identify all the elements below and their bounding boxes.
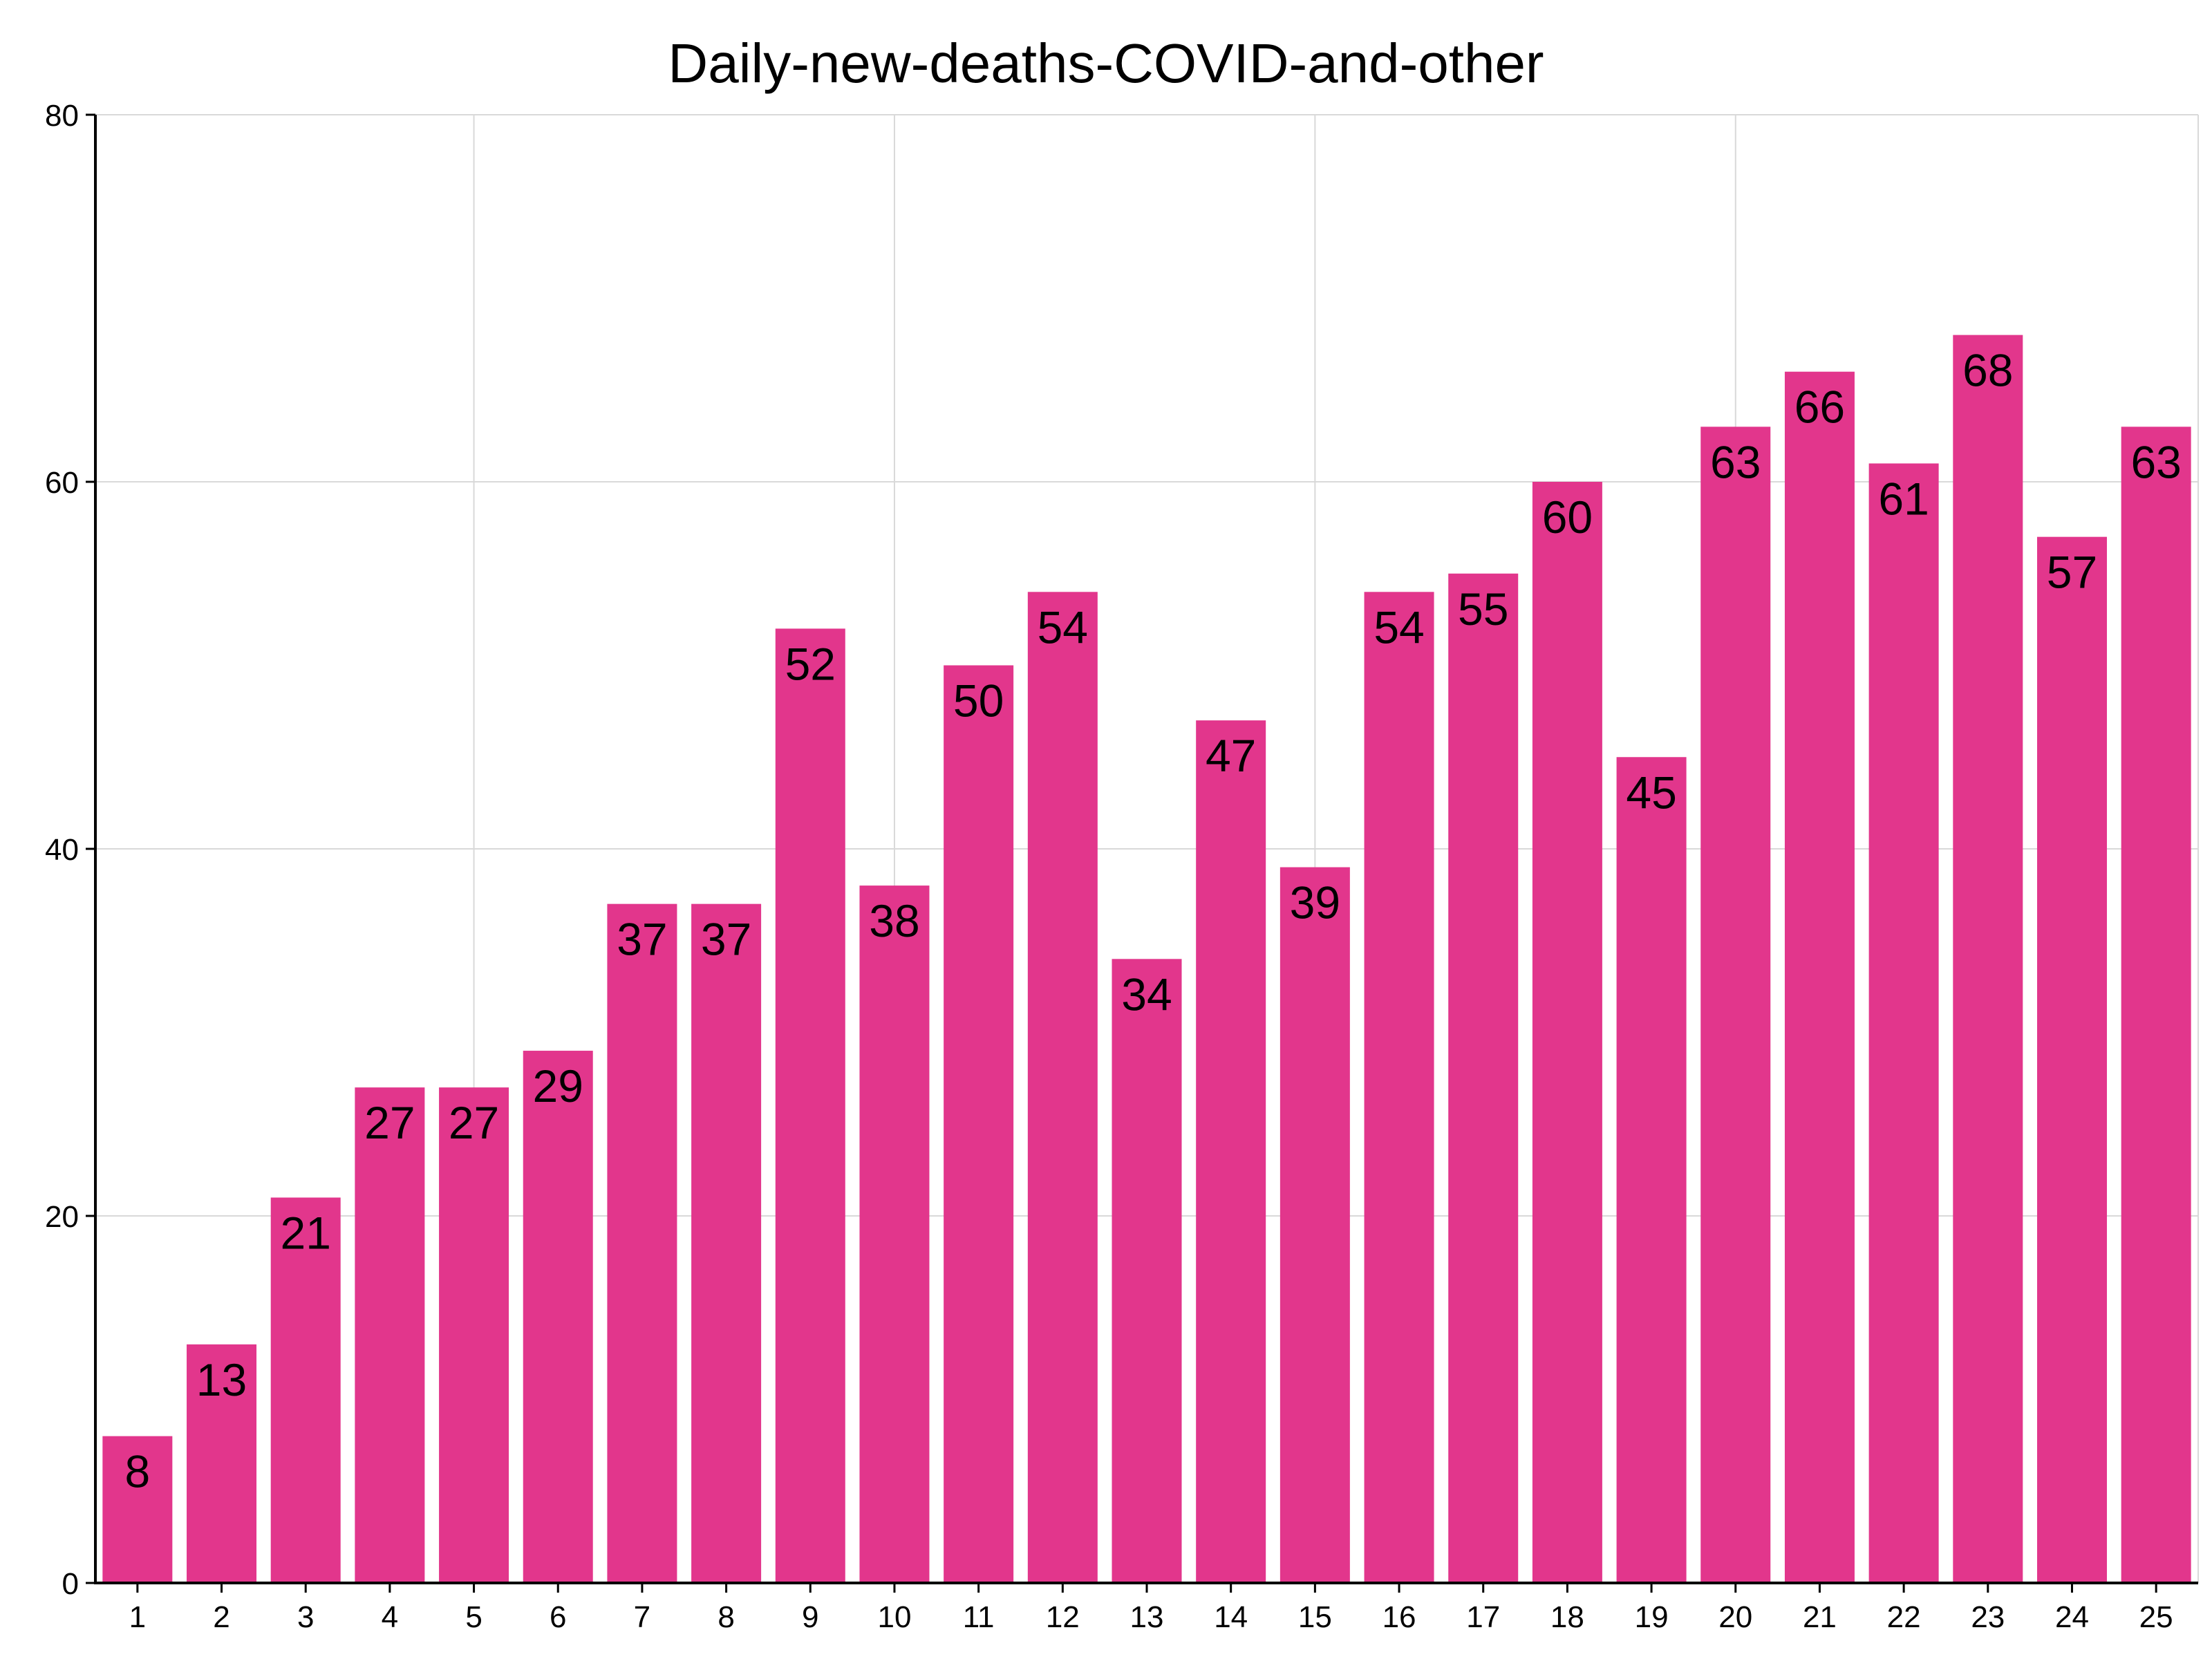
data-label-19: 45 [1626, 767, 1676, 818]
data-label-8: 37 [701, 914, 751, 965]
bar-21 [1784, 371, 1855, 1584]
x-tick-label-12: 12 [1046, 1600, 1080, 1634]
x-tick-label-25: 25 [2139, 1600, 2173, 1634]
data-label-21: 66 [1794, 382, 1845, 433]
x-tick-label-16: 16 [1382, 1600, 1416, 1634]
data-label-7: 37 [617, 914, 667, 965]
bar-25 [2121, 427, 2191, 1583]
y-tick-label-40: 40 [45, 833, 79, 867]
data-label-13: 34 [1121, 968, 1172, 1020]
data-label-14: 47 [1206, 730, 1256, 781]
bar-3 [270, 1197, 341, 1583]
x-tick-label-10: 10 [877, 1600, 911, 1634]
data-label-1: 8 [124, 1446, 150, 1497]
y-tick-label-20: 20 [45, 1200, 79, 1234]
x-tick-label-7: 7 [634, 1600, 650, 1634]
bar-24 [2036, 536, 2107, 1583]
bar-4 [355, 1087, 425, 1583]
data-label-11: 50 [953, 675, 1004, 727]
data-label-4: 27 [364, 1097, 415, 1148]
x-tick-label-4: 4 [382, 1600, 398, 1634]
y-tick-label-0: 0 [62, 1567, 79, 1601]
data-label-16: 54 [1374, 601, 1424, 653]
bars [102, 335, 2191, 1584]
x-tick-label-9: 9 [802, 1600, 818, 1634]
bar-15 [1280, 867, 1350, 1583]
data-label-15: 39 [1290, 877, 1340, 928]
bar-19 [1616, 757, 1687, 1583]
x-tick-label-15: 15 [1298, 1600, 1332, 1634]
bar-8 [691, 903, 762, 1583]
x-tick-label-20: 20 [1718, 1600, 1752, 1634]
x-tick-label-24: 24 [2055, 1600, 2089, 1634]
x-tick-label-8: 8 [718, 1600, 734, 1634]
x-tick-label-1: 1 [129, 1600, 146, 1634]
bar-16 [1364, 592, 1434, 1583]
x-tick-label-17: 17 [1466, 1600, 1500, 1634]
data-label-23: 68 [1962, 345, 2013, 396]
data-label-6: 29 [533, 1060, 583, 1112]
data-label-10: 38 [869, 895, 919, 946]
bar-17 [1448, 573, 1519, 1583]
data-label-3: 21 [280, 1207, 330, 1258]
bar-1 [102, 1436, 173, 1583]
data-label-17: 55 [1458, 583, 1508, 635]
y-tick-label-80: 80 [45, 99, 79, 133]
bar-6 [523, 1051, 593, 1583]
x-tick-label-18: 18 [1550, 1600, 1584, 1634]
data-label-24: 57 [2047, 547, 2097, 598]
chart-title: Daily-new-deaths-COVID-and-other [668, 32, 1544, 94]
bar-12 [1027, 592, 1098, 1583]
data-label-2: 13 [196, 1354, 247, 1405]
x-tick-label-6: 6 [550, 1600, 566, 1634]
data-label-12: 54 [1038, 601, 1088, 653]
x-tick-label-5: 5 [465, 1600, 482, 1634]
x-tick-label-11: 11 [963, 1600, 995, 1634]
bar-13 [1112, 959, 1182, 1583]
data-label-9: 52 [785, 638, 836, 689]
x-tick-label-22: 22 [1887, 1600, 1921, 1634]
y-tick-label-60: 60 [45, 466, 79, 500]
bar-20 [1700, 427, 1771, 1583]
bar-23 [1953, 335, 2023, 1584]
bar-7 [607, 903, 677, 1583]
bar-10 [859, 885, 930, 1583]
x-tick-label-14: 14 [1214, 1600, 1248, 1634]
x-tick-label-21: 21 [1803, 1600, 1837, 1634]
data-label-25: 63 [2130, 436, 2181, 487]
bar-18 [1532, 482, 1602, 1583]
x-tick-label-3: 3 [297, 1600, 314, 1634]
bar-11 [944, 665, 1014, 1583]
data-label-20: 63 [1710, 436, 1761, 487]
bar-2 [187, 1344, 257, 1583]
data-label-5: 27 [449, 1097, 499, 1148]
x-tick-label-2: 2 [213, 1600, 229, 1634]
bar-14 [1196, 720, 1266, 1583]
x-tick-label-23: 23 [1971, 1600, 2005, 1634]
data-labels: 8 13 21 27 27 29 37 37 52 38 50 54 34 47 39 54 55 60 45 63 6… [124, 345, 2181, 1497]
data-label-18: 60 [1542, 491, 1593, 543]
bar-9 [775, 628, 845, 1583]
bar-5 [439, 1087, 509, 1583]
x-tick-label-19: 19 [1635, 1600, 1669, 1634]
bar-22 [1868, 463, 1939, 1584]
data-label-22: 61 [1878, 473, 1929, 524]
x-tick-label-13: 13 [1130, 1600, 1164, 1634]
